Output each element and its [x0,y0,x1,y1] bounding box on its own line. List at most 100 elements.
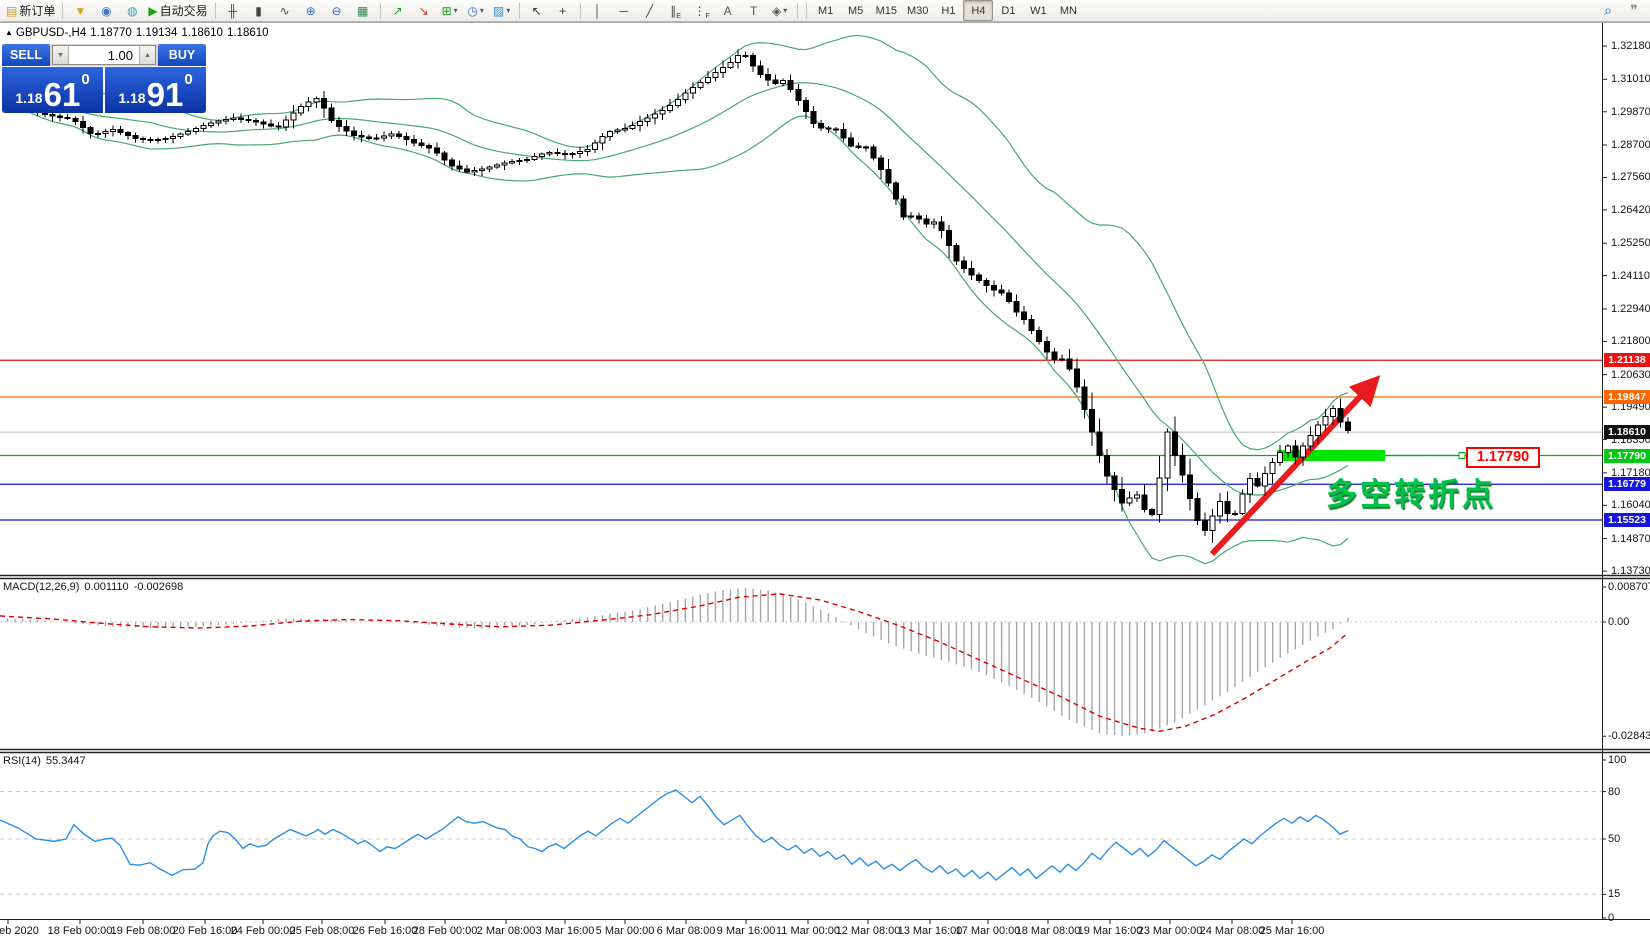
time-axis-label: 20 Feb 16:00 [172,925,238,937]
toolbar-autotrading-button[interactable]: ▶ 自动交易 [145,0,210,21]
level-price-box: 1.19847 [1604,389,1650,404]
chevron-down-icon: ▾ [783,6,788,15]
ohlc-open: 1.18770 [90,27,132,39]
price-tick: 1.28700 [1611,139,1650,152]
toolbar-templates-button[interactable]: ▨ ▾ [489,0,515,21]
time-axis-label: 14 Feb 2020 [0,925,39,937]
toolbar-arrows-button[interactable]: ◈ ▾ [767,0,793,21]
timeframe-h4-button[interactable]: H4 [963,0,994,21]
rsi-scale-label: 50 [1608,833,1621,845]
toolbar-zoom-in-button[interactable]: ⊕ [298,0,324,21]
volume-increase-button[interactable]: ▲ [139,46,155,64]
macd-scale-label: 0.00 [1608,616,1630,628]
zoom-in-icon: ⊕ [305,3,316,18]
chevron-down-icon: ▾ [506,6,511,15]
toolbar-new-order-button[interactable]: ▤ 新订单 [3,0,58,21]
price-tick: 1.31010 [1611,73,1650,86]
current-price-box: 1.18610 [1604,425,1650,440]
tile-windows-icon: ▦ [356,3,369,18]
toolbar-chat-button[interactable]: ❞ [1621,0,1647,21]
time-axis-label: 25 Mar 16:00 [1259,925,1325,937]
toolbar-crosshair-button[interactable]: + [550,0,576,21]
sell-button[interactable]: SELL [2,44,50,66]
rsi-indicator-label: RSI(14) 55.3447 [3,755,91,767]
rsi-value: 55.3447 [45,755,86,767]
macd-indicator-label: MACD(12,26,9) 0.001110 -0.002698 [3,581,188,593]
macd-scale-label: -0.028436 [1608,730,1650,743]
timeframe-m15-button[interactable]: M15 [875,4,898,17]
price-tick: 1.26420 [1611,203,1650,216]
price-tick: 1.19490 [1611,401,1650,414]
price-tick: 1.25250 [1611,237,1650,250]
toolbar-periods-button[interactable]: ◷ ▾ [463,0,489,21]
toolbar-search-button[interactable]: ⌕ [1595,0,1621,21]
experts-icon: ◉ [101,3,112,18]
ohlc-close: 1.18610 [226,27,269,39]
level-price-box: 1.17790 [1604,448,1650,463]
volume-decrease-button[interactable]: ▼ [53,46,69,64]
toolbar-signals-button[interactable]: ◍ [119,0,145,21]
toolbar-separator [518,3,520,18]
toolbar-funnel-button[interactable]: ▼ [67,0,93,21]
toolbar-separator [579,3,581,18]
toolbar-cursor-button[interactable]: ↖ [524,0,550,21]
search-icon: ⌕ [1604,2,1612,18]
timeframe-m1-button[interactable]: M1 [817,4,834,17]
toolbar-zoom-out-button[interactable]: ⊖ [324,0,350,21]
sell-price-big: 61 [43,75,81,113]
time-axis-label: 13 Mar 16:00 [897,925,963,937]
time-axis-label: 11 Mar 00:00 [775,925,841,937]
time-axis-label: 23 Mar 00:00 [1137,925,1203,937]
level-price-box: 1.15523 [1604,513,1650,528]
toolbar-text-button[interactable]: A [715,0,741,21]
toolbar-experts-button[interactable]: ◉ [93,0,119,21]
timeframe-m5-button[interactable]: M5 [847,4,864,17]
timeframe-m30-button[interactable]: M30 [907,4,929,17]
toolbar-indicators-down-button[interactable]: ↘ [411,0,437,21]
support-price-label[interactable]: 1.17790 [1466,447,1540,468]
text-label-icon: T [749,3,758,18]
buy-button[interactable]: BUY [158,44,206,66]
toolbar-separator [805,3,807,18]
toolbar-new-chart-button[interactable]: ⊞ ▾ [437,0,463,21]
toolbar-line-chart-button[interactable]: ∿ [272,0,298,21]
timeframe-d1-button[interactable]: D1 [1001,4,1016,17]
toolbar-separator [214,3,216,18]
arrows-icon: ◈ [771,3,782,18]
sell-price-display[interactable]: 1.18 61 0 [2,67,103,113]
rsi-scale-label: 100 [1608,754,1627,766]
bar-chart-icon: ╫ [228,3,237,18]
toolbar-bar-chart-button[interactable]: ╫ [220,0,246,21]
toolbar-horizontal-line-button[interactable]: ─ [611,0,637,21]
line-chart-icon: ∿ [279,3,290,18]
toolbar-fibonacci-button[interactable]: ⋮ F [689,0,715,21]
rsi-name: RSI(14) [3,755,41,767]
level-price-box: 1.16779 [1604,477,1650,492]
chevron-down-icon: ▾ [453,6,458,15]
volume-stepper[interactable]: ▼ 1.00 ▲ [52,45,156,65]
time-axis-label: 19 Feb 08:00 [110,925,176,937]
zoom-out-icon: ⊖ [331,3,342,18]
toolbar-text-label-button[interactable]: T [741,0,767,21]
timeframe-w1-button[interactable]: W1 [1030,4,1047,17]
chart-info-line: ▲ GBPUSD-,H4 1.18770 1.19134 1.18610 1.18610 [5,27,273,39]
toolbar-trendline-button[interactable]: ╱ [637,0,663,21]
toolbar-candlestick-chart-button[interactable]: ▮ [246,0,272,21]
sell-price-prefix: 1.18 [15,90,43,106]
timeframe-h1-button[interactable]: H1 [941,4,956,17]
toolbar-vertical-line-button[interactable]: │ [585,0,611,21]
time-axis-label: 6 Mar 08:00 [656,925,716,937]
timeframe-mn-button[interactable]: MN [1059,4,1077,17]
sell-price-sup: 0 [81,71,90,88]
level-price-box: 1.21138 [1604,353,1650,368]
toolbar-indicators-up-button[interactable]: ↗ [385,0,411,21]
toolbar-separator [379,3,381,18]
price-tick: 1.20630 [1611,368,1650,381]
toolbar-tile-windows-button[interactable]: ▦ [350,0,376,21]
buy-price-display[interactable]: 1.18 91 0 [105,67,206,113]
ohlc-low: 1.18610 [181,27,223,39]
price-tick: 1.22940 [1611,302,1650,315]
toolbar-equidistant-channel-button[interactable]: ∥ E [663,0,689,21]
volume-input[interactable]: 1.00 [107,48,133,63]
